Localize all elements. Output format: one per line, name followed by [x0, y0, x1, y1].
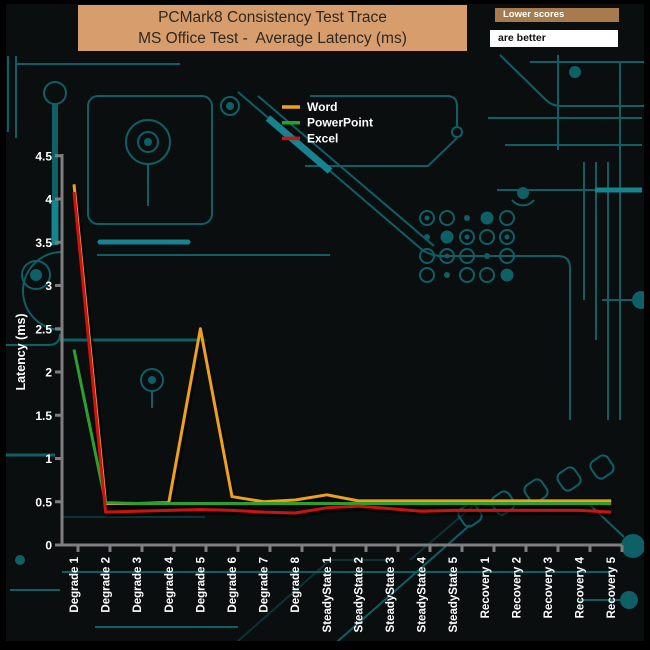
y-tick-label: 1	[45, 452, 52, 466]
x-category-label: Degrade 4	[164, 556, 176, 612]
x-category-label: Degrade 1	[69, 556, 81, 612]
x-category-label: SteadyState 1	[322, 556, 334, 632]
legend-label-excel: Excel	[307, 131, 338, 145]
circuit-traces-bright	[51, 115, 642, 245]
series-line-word	[72, 184, 612, 505]
series-line-powerpoint	[72, 349, 612, 505]
x-category-label: Recovery 1	[480, 556, 492, 618]
series-shadow-powerpoint	[74, 352, 614, 509]
y-tick-label: 1.5	[35, 409, 52, 423]
x-category-label: Degrade 5	[195, 556, 207, 612]
y-axis-title: Latency (ms)	[14, 313, 28, 390]
y-tick-label: 3.5	[35, 236, 52, 250]
circuit-pads	[15, 66, 644, 609]
y-tick-label: 4.5	[35, 149, 52, 163]
y-tick-label: 0	[45, 539, 52, 553]
are-better-note: are better	[490, 30, 618, 47]
x-category-label: Degrade 2	[101, 557, 113, 613]
x-category-label: Recovery 5	[606, 556, 618, 618]
lower-scores-badge: Lower scores	[495, 8, 619, 22]
chart-title-line1: PCMark8 Consistency Test Trace	[158, 9, 387, 26]
legend-label-word: Word	[307, 100, 337, 114]
x-category-label: Recovery 2	[511, 557, 523, 618]
y-tick-label: 0.5	[35, 495, 52, 509]
series-line-excel	[72, 191, 612, 515]
x-category-label: SteadyState 5	[448, 556, 460, 632]
circuit-board-art	[6, 54, 644, 641]
x-category-label: Degrade 7	[259, 557, 271, 613]
circuit-traces	[6, 54, 644, 641]
x-category-label: Degrade 3	[132, 557, 144, 613]
x-category-label: SteadyState 4	[417, 556, 429, 632]
x-category-label: SteadyState 2	[353, 557, 365, 632]
x-category-label: Degrade 8	[290, 556, 302, 612]
y-tick-label: 3	[45, 279, 52, 293]
y-tick-label: 2	[45, 366, 52, 380]
circuit-board-background	[6, 4, 644, 641]
chart-title-box: PCMark8 Consistency Test Trace MS Office…	[78, 5, 467, 51]
x-category-label: Recovery 4	[575, 556, 587, 618]
x-category-label: Degrade 6	[227, 557, 239, 613]
y-tick-label: 4	[45, 193, 52, 207]
x-category-label: SteadyState 3	[385, 557, 397, 632]
legend-label-powerpoint: PowerPoint	[307, 116, 373, 130]
series-shadow-excel	[74, 194, 614, 518]
y-tick-label: 2.5	[35, 322, 52, 336]
series-shadow-word	[74, 187, 614, 509]
x-category-label: Recovery 3	[543, 557, 555, 618]
chart-title-line2: MS Office Test - Average Latency (ms)	[138, 30, 407, 47]
